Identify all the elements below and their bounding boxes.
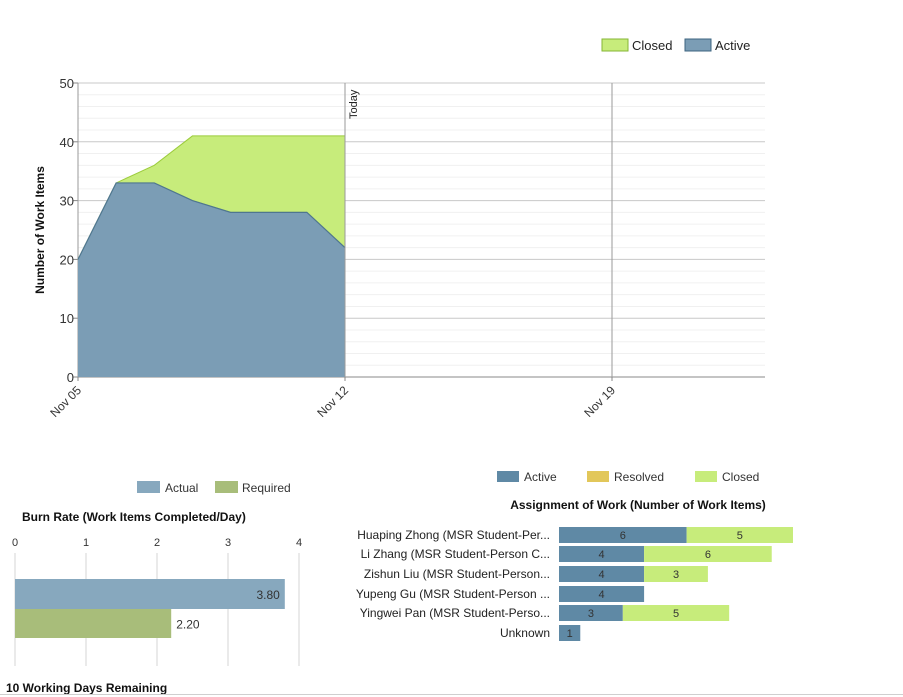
category-label: Zishun Liu (MSR Student-Person... (364, 567, 550, 581)
legend-label-closed: Closed (722, 470, 759, 484)
bar-value-label: 4 (598, 589, 604, 601)
x-tick-label: Nov 05 (47, 383, 84, 420)
legend-swatch-closed (695, 471, 717, 482)
bar-value-label: 4 (598, 569, 604, 581)
bar-segment-active (559, 546, 645, 562)
x-tick-label: Nov 19 (581, 383, 618, 420)
bar-segment-active (559, 625, 581, 641)
assignment-title: Assignment of Work (Number of Work Items… (510, 498, 766, 512)
legend-swatch-resolved (587, 471, 609, 482)
legend-swatch-active (497, 471, 519, 482)
y-tick-label: 40 (60, 135, 74, 150)
y-tick-label: 10 (60, 311, 74, 326)
bar-value-label: 3 (673, 569, 679, 581)
bar-value-label: 4 (598, 549, 604, 561)
legend-swatch-active (684, 38, 712, 52)
bar-segment-active (559, 527, 687, 543)
y-tick-label: 20 (60, 252, 74, 267)
y-tick-label: 30 (60, 194, 74, 209)
bar-required (15, 609, 172, 638)
bar-value-label: 5 (673, 608, 679, 620)
legend-swatch-closed (601, 38, 629, 52)
category-label: Yingwei Pan (MSR Student-Perso... (360, 606, 550, 620)
bar-value-label: 6 (705, 549, 711, 561)
burndown-chart: 0 10 20 30 40 50 Today Nov 05 Nov 12 Nov 19 Number… (33, 38, 765, 420)
legend-label-required: Required (242, 481, 291, 495)
x-tick-label: Nov 12 (314, 383, 351, 420)
working-days-remaining: 10 Working Days Remaining (6, 681, 168, 695)
bar-value-label: 3.80 (256, 588, 280, 602)
bar-value-label: 1 (567, 628, 573, 640)
footer-divider (0, 694, 903, 695)
legend-label-active: Active (715, 38, 750, 53)
bar-value-label: 6 (620, 530, 626, 542)
active-area (78, 182, 345, 377)
bar-segment-closed (622, 605, 730, 621)
legend-label-actual: Actual (165, 481, 198, 495)
x-tick-label: 2 (154, 537, 160, 549)
burn-rate-chart: Actual Required Burn Rate (Work Items Comp… (12, 481, 302, 666)
y-axis-title: Number of Work Items (33, 166, 47, 294)
bar-segment-closed (644, 546, 772, 562)
legend-swatch-actual (137, 481, 160, 493)
burn-rate-title: Burn Rate (Work Items Completed/Day) (22, 510, 246, 524)
bar-segment-closed (644, 566, 708, 582)
x-tick-label: 0 (12, 537, 18, 549)
category-label: Yupeng Gu (MSR Student-Person ... (356, 587, 550, 601)
bar-value-label: 2.20 (176, 618, 200, 632)
legend-swatch-required (215, 481, 238, 493)
x-tick-label: 1 (83, 537, 89, 549)
bar-segment-active (559, 605, 623, 621)
legend-label-closed: Closed (632, 38, 672, 53)
x-tick-label: 3 (225, 537, 231, 549)
legend-label-active: Active (524, 470, 557, 484)
today-label: Today (348, 89, 360, 119)
bar-segment-active (559, 586, 645, 602)
bar-value-label: 5 (737, 530, 743, 542)
legend-label-resolved: Resolved (614, 470, 664, 484)
category-label: Unknown (500, 626, 550, 640)
y-tick-label: 0 (67, 370, 74, 385)
bar-segment-closed (686, 527, 793, 543)
assignment-chart: Active Resolved Closed Assignment of Work (… (356, 470, 793, 641)
active-line (77, 182, 346, 260)
bar-actual (15, 579, 285, 609)
y-tick-label: 50 (60, 76, 74, 91)
bar-segment-active (559, 566, 645, 582)
category-label: Li Zhang (MSR Student-Person C... (361, 547, 550, 561)
category-label: Huaping Zhong (MSR Student-Per... (357, 528, 550, 542)
x-tick-label: 4 (296, 537, 302, 549)
bar-value-label: 3 (588, 608, 594, 620)
